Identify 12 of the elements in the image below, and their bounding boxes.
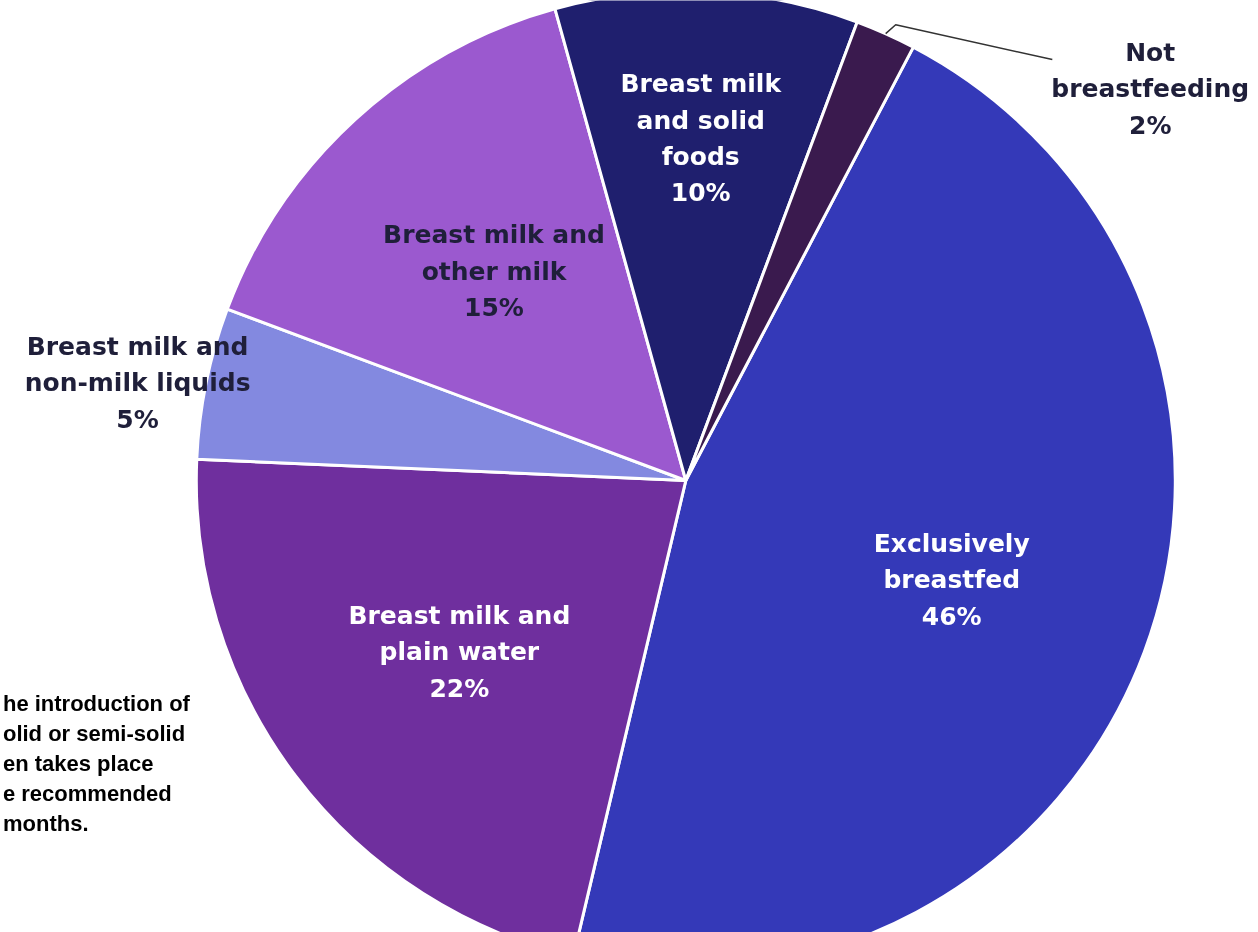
text: he introduction of olid or semi-solid en takes place e recommended months.	[2, 690, 191, 836]
data-label: 2%	[1128, 110, 1172, 140]
data-label: 10%	[670, 178, 731, 208]
slice-label: Breast milk and other milk	[383, 220, 605, 286]
slice-label: Not breastfeeding	[1051, 38, 1250, 104]
data-label: 46%	[921, 601, 982, 631]
data-label: 5%	[116, 404, 159, 434]
data-label: 15%	[464, 292, 524, 322]
slice-label: Breast milk and plain water	[348, 601, 571, 667]
data-label: 22%	[429, 673, 490, 703]
slice-label: Exclusively breastfed	[873, 529, 1030, 595]
slice-label: Breast milk and solid foods	[620, 69, 783, 171]
